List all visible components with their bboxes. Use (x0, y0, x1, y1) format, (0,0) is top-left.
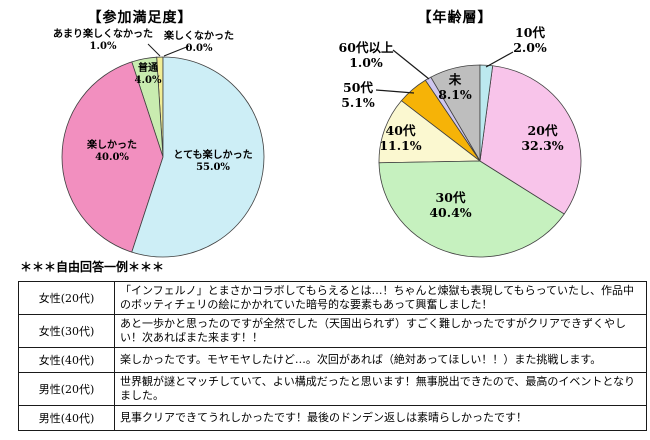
slice-label-50dai: 50代 5.1% (330, 80, 386, 110)
slice-label-text: 20代 (527, 123, 558, 138)
comment-cell: 世界観が謎とマッチしていて、よい構成だったと思います！無事脱出できたので、最高の… (114, 372, 647, 406)
pie-slice (61, 61, 164, 253)
slice-label-value: 5.1% (341, 95, 375, 110)
comment-cell: 見事クリアできてうれしかったです！最後のドンデン返しは素晴らしかったです！ (114, 405, 647, 431)
slice-label-value: 8.1% (438, 87, 472, 102)
table-row: 男性(40代) 見事クリアできてうれしかったです！最後のドンデン返しは素晴らしか… (18, 405, 647, 431)
leader-line-tanoshikunakatta (163, 45, 190, 57)
leader-line-10dai (485, 51, 514, 68)
slice-label-value: 11.1% (379, 138, 422, 153)
pie-slice (479, 65, 582, 215)
slice-label-value: 0.0% (185, 43, 213, 54)
slice-label-text: 楽しかった (87, 140, 137, 151)
respondent-cell: 女性(40代) (18, 347, 115, 373)
table-row: 男性(20代) 世界観が謎とマッチしていて、よい構成だったと思います！無事脱出で… (18, 372, 647, 406)
slice-label-10dai: 10代 2.0% (503, 25, 557, 55)
slice-label-60dai-ijou: 60代以上 1.0% (326, 40, 406, 70)
slice-label-text: 30代 (435, 190, 466, 205)
age-pie-chart (375, 49, 582, 258)
slice-label-value: 40.0% (95, 152, 129, 163)
slice-label-40dai: 40代 11.1% (363, 123, 438, 153)
satisfaction-chart-title: 【参加満足度】 (87, 10, 193, 26)
slice-label-30dai: 30代 40.4% (413, 190, 488, 220)
leader-line-60dai (392, 49, 430, 80)
comment-cell: 楽しかったです。モヤモヤしたけど…。次回があれば（絶対あってほしい！！）また挑戦… (114, 347, 647, 373)
slice-label-amari-tanoshikunakatta: あまり楽しくなかった 1.0% (40, 29, 166, 53)
slice-label-tanoshikunakatta: 楽しくなかった 0.0% (155, 31, 243, 55)
table-row: 女性(40代) 楽しかったです。モヤモヤしたけど…。次回があれば（絶対あってほし… (18, 347, 647, 373)
slice-label-text: 50代 (343, 80, 373, 95)
comment-cell: 「インフェルノ」とまさかコラボしてもらえるとは…！ちゃんと煉獄も表現してもらって… (114, 281, 647, 315)
slice-label-text: 60代以上 (338, 40, 394, 55)
leader-line-amari (147, 43, 161, 57)
slice-label-tanoshikatta: 楽しかった 40.0% (72, 140, 152, 164)
slice-label-20dai: 20代 32.3% (505, 123, 580, 153)
respondent-cell: 女性(20代) (18, 281, 115, 315)
slice-label-value: 55.0% (196, 162, 230, 173)
satisfaction-pie-chart (61, 43, 265, 258)
free-response-heading: ＊＊＊自由回答一例＊＊＊ (20, 260, 165, 274)
slice-label-text: 10代 (515, 25, 545, 40)
respondent-cell: 男性(20代) (18, 372, 115, 406)
slice-label-text: 未 (448, 72, 462, 87)
slice-label-totemo-tanoshikatta: とても楽しかった 55.0% (158, 150, 268, 174)
slice-label-text: とても楽しかった (173, 150, 253, 161)
pie-slice (378, 100, 482, 164)
slice-label-mikaito: 未 8.1% (428, 72, 482, 102)
pie-slice (479, 64, 494, 162)
slice-label-futsuu: 普通 4.0% (123, 63, 173, 87)
respondent-cell: 男性(40代) (18, 405, 115, 431)
slice-label-value: 4.0% (134, 75, 162, 86)
pie-slice (131, 56, 265, 258)
table-row: 女性(20代) 「インフェルノ」とまさかコラボしてもらえるとは…！ちゃんと煉獄も… (18, 281, 647, 315)
slice-label-value: 2.0% (513, 40, 547, 55)
slice-label-text: 普通 (138, 63, 158, 74)
age-chart-title: 【年齢層】 (417, 10, 493, 26)
slice-label-text: 40代 (385, 123, 416, 138)
table-row: 女性(30代) あと一歩かと思ったのですが全然でした（天国出られず）すごく難しか… (18, 314, 647, 348)
slice-label-value: 32.3% (521, 138, 564, 153)
comment-cell: あと一歩かと思ったのですが全然でした（天国出られず）すごく難しかったですがクリア… (114, 314, 647, 348)
slice-label-value: 1.0% (89, 41, 117, 52)
slice-label-text: あまり楽しくなかった (53, 29, 153, 40)
slice-label-value: 40.4% (429, 205, 472, 220)
free-response-table: 女性(20代) 「インフェルノ」とまさかコラボしてもらえるとは…！ちゃんと煉獄も… (18, 281, 647, 431)
respondent-cell: 女性(30代) (18, 314, 115, 348)
slice-label-text: 楽しくなかった (164, 31, 234, 42)
slice-label-value: 1.0% (349, 55, 383, 70)
leader-line-50dai (375, 89, 415, 94)
